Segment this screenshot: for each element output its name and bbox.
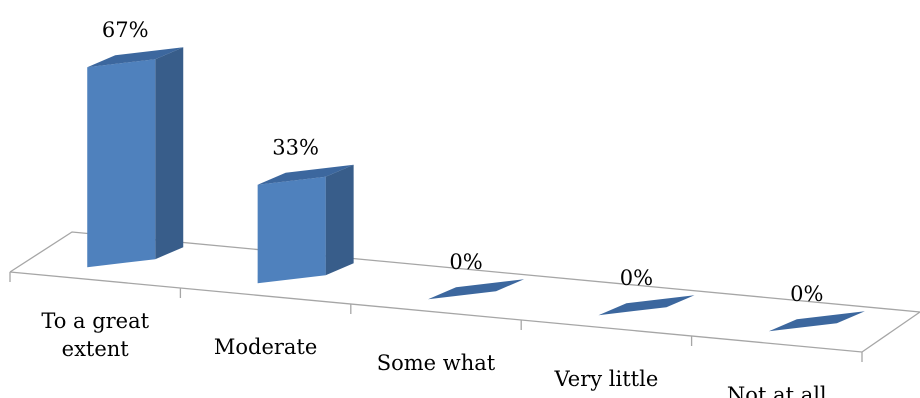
data-label: 0% — [620, 266, 653, 290]
data-label: 67% — [102, 18, 149, 42]
category-label: To a great extent — [41, 309, 149, 361]
category-labels: To a great extent Moderate Some what Very li… — [41, 309, 827, 398]
bars: 67% 33% 0% 0% 0% — [87, 18, 865, 332]
data-label: 0% — [449, 250, 482, 274]
bar-top — [257, 164, 354, 185]
category-label: Moderate — [214, 335, 317, 359]
bar-0: 67% — [87, 18, 184, 268]
bar-2: 0% — [428, 250, 525, 300]
bar-3: 0% — [598, 266, 695, 316]
bar-front — [257, 176, 326, 284]
bar-top — [87, 47, 184, 68]
bar-4: 0% — [768, 282, 865, 332]
floor-back-edge — [9, 231, 920, 313]
bar-front — [87, 59, 156, 268]
chart-floor — [9, 231, 920, 362]
bar-top — [428, 279, 525, 300]
bar-side — [155, 47, 184, 260]
bar-top — [598, 295, 695, 316]
data-label: 0% — [790, 282, 823, 306]
category-label: Not at all — [727, 383, 827, 398]
bar-side — [325, 164, 354, 276]
bar-top — [768, 311, 865, 332]
category-label: Very little — [554, 367, 659, 391]
category-label: Some what — [377, 351, 496, 375]
bar-1: 33% — [257, 136, 354, 284]
data-label: 33% — [272, 136, 319, 160]
